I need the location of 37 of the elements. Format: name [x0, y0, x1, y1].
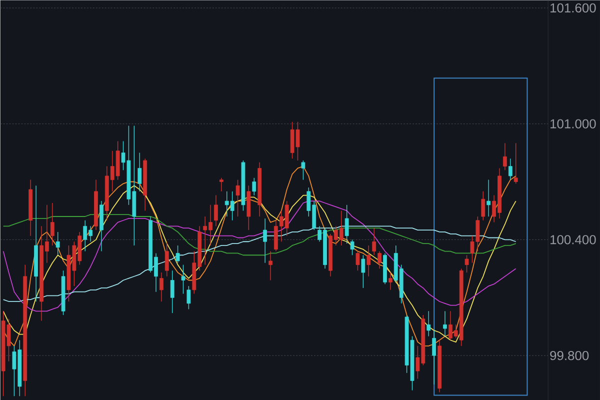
candlestick — [356, 250, 360, 271]
candlestick — [514, 142, 518, 184]
candlestick — [263, 218, 267, 264]
candlestick — [301, 160, 306, 180]
candlestick — [350, 239, 354, 256]
candlestick — [268, 250, 272, 280]
candlestick — [372, 228, 376, 256]
candlestick — [164, 241, 169, 277]
candlestick — [361, 254, 366, 288]
candlestick — [186, 286, 191, 310]
y-tick-label: 99.800 — [550, 350, 589, 360]
candlestick — [56, 232, 60, 256]
candlestick — [378, 250, 382, 269]
candlestick — [50, 202, 54, 246]
candlestick — [214, 194, 218, 226]
candlestick — [344, 204, 349, 244]
y-tick-label: 101.600 — [550, 3, 596, 12]
candlestick — [388, 272, 392, 290]
candlestick — [236, 179, 240, 217]
candlestick — [481, 190, 486, 221]
candlestick — [426, 310, 431, 337]
candlestick — [138, 152, 142, 192]
candlestick — [252, 177, 256, 196]
candlestick — [464, 254, 469, 273]
candlestick — [181, 264, 186, 294]
candlestick — [170, 270, 174, 314]
candlestick — [432, 330, 436, 385]
candlestick — [219, 177, 224, 192]
candlestick — [366, 245, 371, 277]
candlestick — [443, 310, 447, 337]
y-tick-label: 101.000 — [550, 119, 596, 128]
candlestick — [508, 158, 512, 180]
candlestick — [176, 245, 180, 264]
candlestick — [503, 142, 507, 170]
y-tick-label: 100.400 — [550, 235, 596, 244]
candlestick — [486, 179, 491, 217]
candlestick — [159, 272, 164, 302]
